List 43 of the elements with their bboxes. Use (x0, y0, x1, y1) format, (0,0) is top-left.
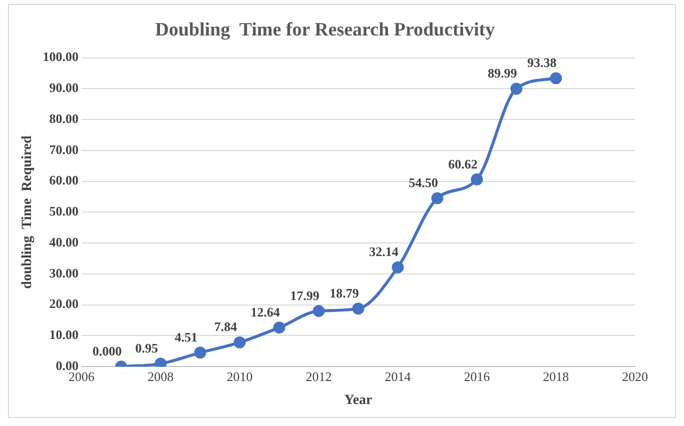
data-label: 12.64 (250, 304, 280, 320)
x-tick-label: 2012 (306, 368, 332, 384)
x-tick-label: 2010 (226, 368, 253, 384)
y-tick-label: 90.00 (49, 80, 79, 96)
y-tick-label: 70.00 (49, 142, 79, 157)
y-tick-label: 30.00 (49, 265, 79, 280)
point (273, 322, 286, 334)
x-tick-label: 2008 (148, 368, 174, 384)
data-label: 93.38 (527, 55, 558, 70)
data-label: 7.84 (214, 319, 238, 334)
data-label: 60.62 (448, 156, 478, 172)
data-label: 89.99 (488, 66, 518, 81)
point (550, 72, 562, 84)
point (431, 192, 444, 204)
point (470, 173, 483, 186)
x-tick-label: 2018 (542, 368, 569, 384)
y-tick-label: 10.00 (49, 327, 79, 342)
x-tick-label: 2016 (464, 368, 490, 384)
data-label: 0.000 (92, 343, 122, 358)
y-tick-label: 20.00 (49, 296, 79, 312)
x-axis-title: Year (344, 393, 372, 408)
y-tick-label: 40.00 (49, 234, 79, 250)
point (352, 302, 364, 315)
y-tick-label: 80.00 (49, 110, 79, 126)
point (392, 261, 404, 274)
x-tick-label: 2020 (622, 368, 648, 384)
y-tick-label: 100.00 (42, 49, 79, 64)
y-tick-label: 60.00 (49, 172, 79, 188)
point (234, 336, 246, 348)
point (312, 305, 325, 318)
data-label: 32.14 (369, 244, 399, 260)
data-label: 17.99 (290, 288, 320, 303)
data-label: 0.95 (135, 340, 158, 356)
point (510, 82, 522, 95)
point (194, 346, 206, 359)
data-label: 54.50 (408, 175, 438, 190)
y-tick-label: 50.00 (49, 204, 79, 219)
x-tick-label: 2014 (384, 368, 412, 384)
data-label: 4.51 (174, 330, 198, 345)
chart-title: Doubling Time for Research Productivity (155, 19, 496, 40)
data-label: 18.79 (330, 285, 360, 300)
point (154, 358, 167, 367)
y-axis-title: doubling Time Required (20, 135, 36, 289)
